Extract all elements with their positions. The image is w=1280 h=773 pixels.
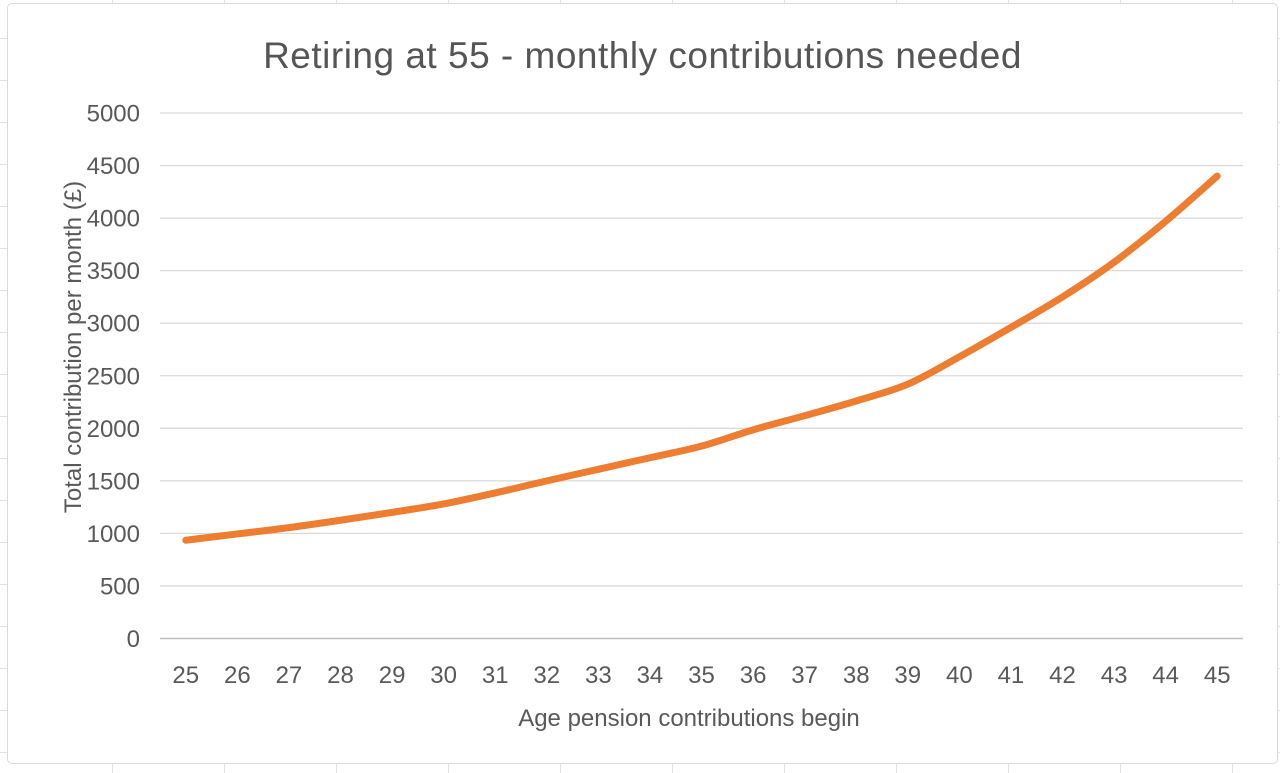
- worksheet-column-line-stub: [112, 763, 113, 773]
- worksheet-column-line-stub: [896, 0, 897, 3]
- worksheet-column-line-stub: [448, 763, 449, 773]
- worksheet-row-line-stub: [0, 122, 7, 123]
- worksheet-row-line-stub: [1277, 416, 1280, 417]
- worksheet-column-line-stub: [784, 0, 785, 3]
- worksheet-row-line-stub: [0, 38, 7, 39]
- worksheet-column-line-stub: [1008, 763, 1009, 773]
- worksheet-column-line-stub: [112, 0, 113, 3]
- worksheet-column-line-stub: [784, 763, 785, 773]
- worksheet-row-line-stub: [0, 668, 7, 669]
- worksheet-row-line-stub: [1277, 710, 1280, 711]
- worksheet-row-line-stub: [1277, 80, 1280, 81]
- chart-title: Retiring at 55 - monthly contributions n…: [263, 35, 1022, 76]
- worksheet-row-line-stub: [0, 80, 7, 81]
- worksheet-column-line-stub: [224, 0, 225, 3]
- worksheet-row-line-stub: [1277, 290, 1280, 291]
- worksheet-row-line-stub: [1277, 122, 1280, 123]
- worksheet-row-line-stub: [1277, 38, 1280, 39]
- worksheet-row-line-stub: [1277, 332, 1280, 333]
- worksheet-row-line-stub: [1277, 626, 1280, 627]
- y-axis-title: Total contribution per month (£): [60, 180, 87, 514]
- x-axis-title: Age pension contributions begin: [518, 705, 860, 732]
- worksheet-row-line-stub: [0, 374, 7, 375]
- worksheet-column-line-stub: [560, 0, 561, 3]
- worksheet-row-line-stub: [1277, 668, 1280, 669]
- worksheet-row-line-stub: [0, 584, 7, 585]
- worksheet-row-line-stub: [0, 542, 7, 543]
- worksheet-column-line-stub: [1120, 0, 1121, 3]
- worksheet-row-line-stub: [1277, 206, 1280, 207]
- worksheet-column-line-stub: [448, 0, 449, 3]
- worksheet-column-line-stub: [1008, 0, 1009, 3]
- worksheet-column-line-stub: [336, 763, 337, 773]
- worksheet-row-line-stub: [0, 752, 7, 753]
- worksheet-column-line-stub: [672, 763, 673, 773]
- worksheet-column-line-stub: [336, 0, 337, 3]
- worksheet-column-line-stub: [1232, 763, 1233, 773]
- worksheet-column-line-stub: [224, 763, 225, 773]
- worksheet-column-line-stub: [1232, 0, 1233, 3]
- worksheet-column-line-stub: [896, 763, 897, 773]
- chart-object[interactable]: Retiring at 55 - monthly contributions n…: [7, 3, 1278, 764]
- worksheet-column-line-stub: [672, 0, 673, 3]
- worksheet-row-line-stub: [1277, 248, 1280, 249]
- worksheet-row-line-stub: [0, 626, 7, 627]
- worksheet-row-line-stub: [1277, 458, 1280, 459]
- worksheet-row-line-stub: [1277, 542, 1280, 543]
- worksheet-row-line-stub: [0, 290, 7, 291]
- worksheet-row-line-stub: [1277, 374, 1280, 375]
- worksheet-row-line-stub: [1277, 584, 1280, 585]
- worksheet-row-line-stub: [0, 458, 7, 459]
- worksheet-row-line-stub: [0, 164, 7, 165]
- worksheet-row-line-stub: [0, 206, 7, 207]
- worksheet-row-line-stub: [0, 710, 7, 711]
- worksheet-row-line-stub: [0, 332, 7, 333]
- worksheet-row-line-stub: [1277, 164, 1280, 165]
- worksheet-row-line-stub: [1277, 500, 1280, 501]
- worksheet-column-line-stub: [560, 763, 561, 773]
- worksheet-row-line-stub: [0, 500, 7, 501]
- worksheet-row-line-stub: [0, 248, 7, 249]
- worksheet-row-line-stub: [1277, 752, 1280, 753]
- worksheet-column-line-stub: [1120, 763, 1121, 773]
- worksheet-row-line-stub: [0, 416, 7, 417]
